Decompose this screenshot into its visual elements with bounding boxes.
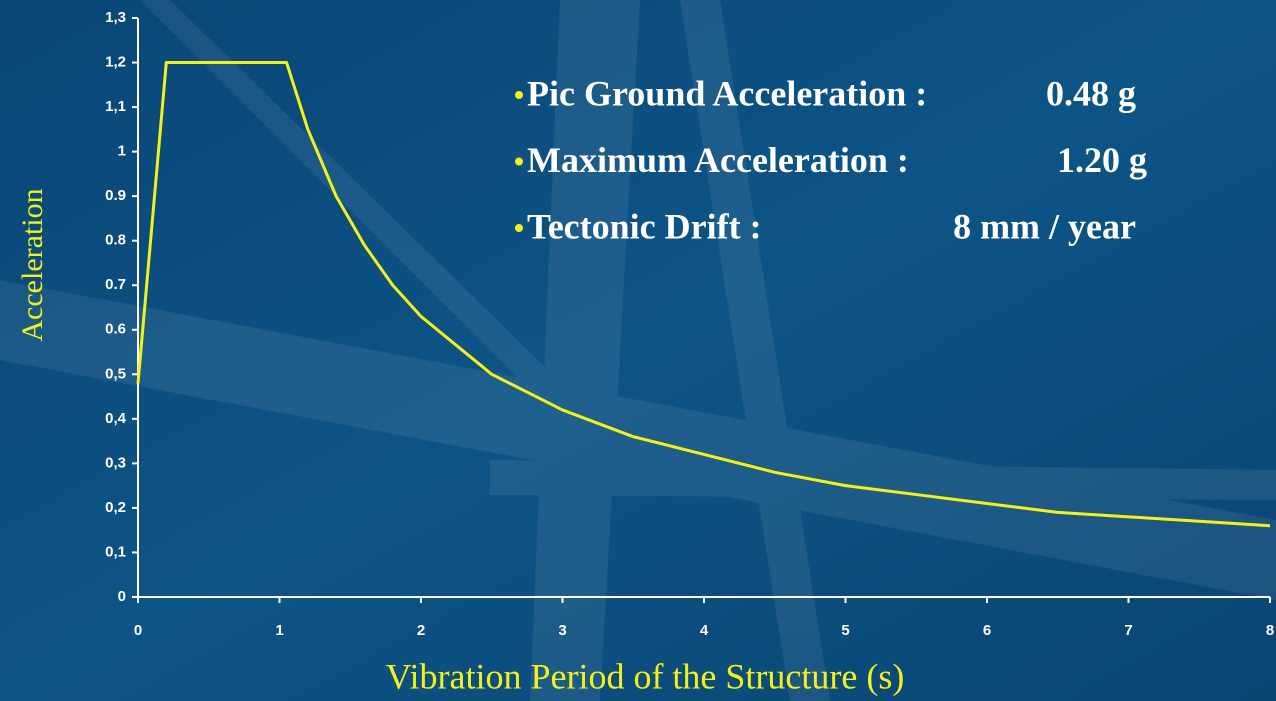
annotation-value: 1.20 g xyxy=(1057,140,1147,180)
y-tick-label: 0,2 xyxy=(105,499,126,516)
y-axis-title: Acceleration xyxy=(16,188,49,341)
y-tick-label: 0,5 xyxy=(105,365,126,382)
y-tick-label: 0.6 xyxy=(105,321,126,338)
y-tick-label: 0,3 xyxy=(105,454,126,471)
bullet xyxy=(515,91,523,99)
y-tick-label: 1 xyxy=(118,143,126,160)
x-tick-label: 4 xyxy=(700,622,709,639)
x-tick-label: 8 xyxy=(1266,622,1274,639)
annotation-value: 0.48 g xyxy=(1046,73,1136,113)
y-tick-label: 1,3 xyxy=(105,9,126,26)
y-tick-label: 0.9 xyxy=(105,187,126,204)
annotation-label: Maximum Acceleration : xyxy=(527,140,909,180)
annotation-value: 8 mm / year xyxy=(953,206,1136,246)
y-tick-label: 0,1 xyxy=(105,543,126,560)
x-tick-label: 0 xyxy=(134,622,142,639)
bullet xyxy=(515,224,523,232)
x-tick-label: 2 xyxy=(417,622,425,639)
y-tick-label: 0 xyxy=(118,588,126,605)
annotation-label: Pic Ground Acceleration : xyxy=(527,73,927,113)
x-axis-title: Vibration Period of the Structure (s) xyxy=(386,656,905,696)
x-tick-label: 1 xyxy=(275,622,283,639)
x-tick-label: 7 xyxy=(1124,622,1132,639)
y-tick-label: 0.8 xyxy=(105,232,126,249)
y-tick-label: 1,2 xyxy=(105,54,126,71)
bullet xyxy=(515,157,523,166)
y-tick-label: 1,1 xyxy=(105,98,126,115)
line-series xyxy=(136,61,1271,528)
annotation-label: Tectonic Drift : xyxy=(527,206,762,246)
y-tick-label: 0.7 xyxy=(105,276,126,293)
x-tick-label: 6 xyxy=(983,622,991,639)
x-tick-label: 3 xyxy=(558,622,566,639)
x-tick-label: 5 xyxy=(841,622,849,639)
y-tick-label: 0,4 xyxy=(105,410,127,427)
